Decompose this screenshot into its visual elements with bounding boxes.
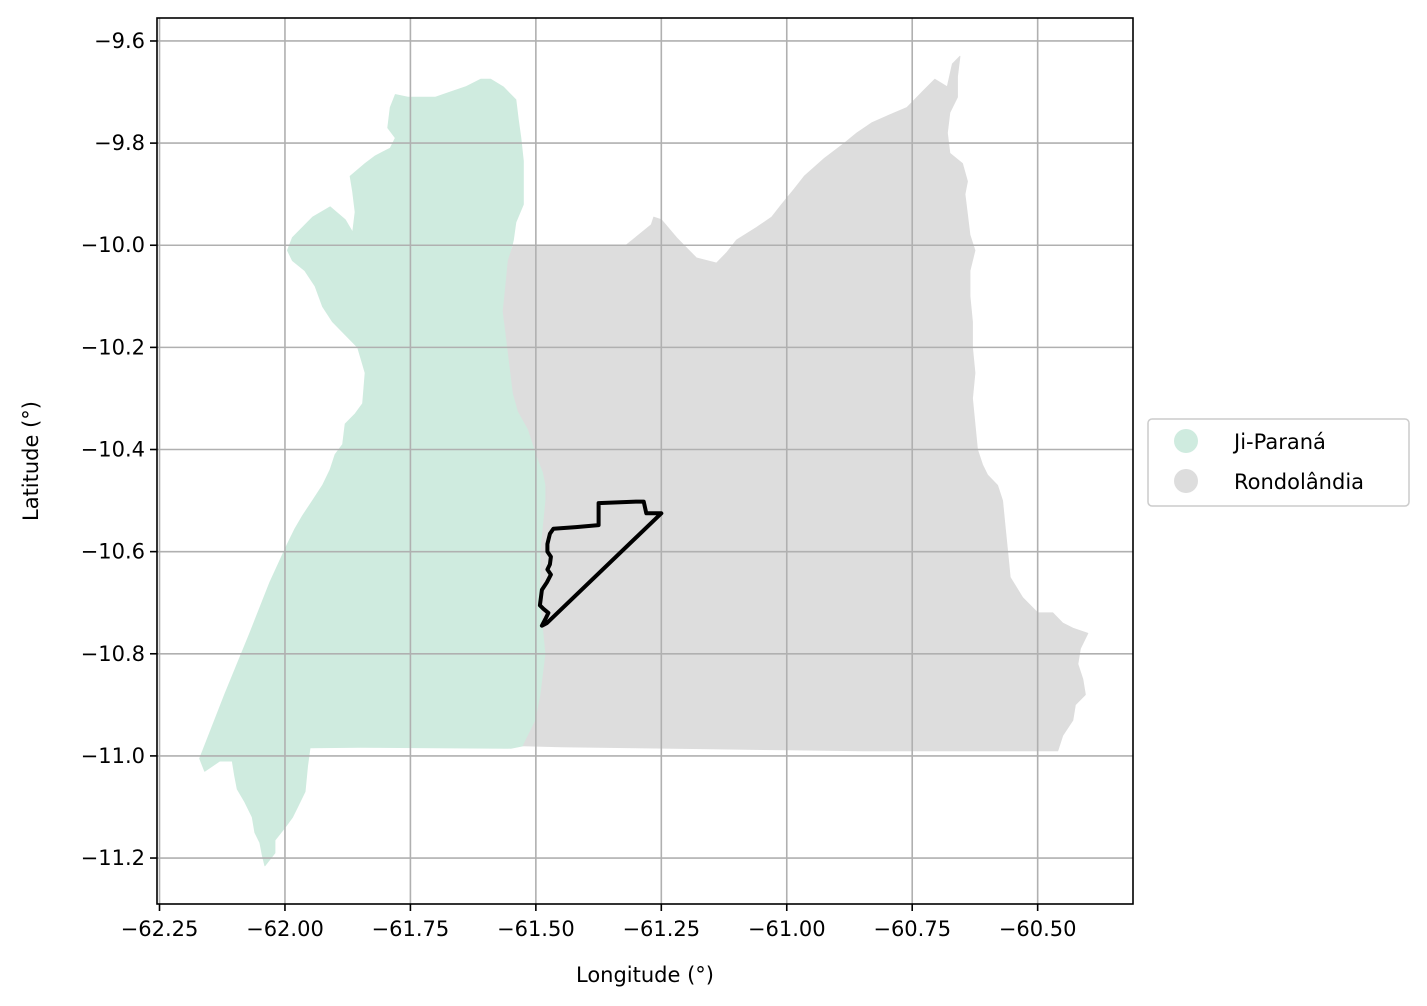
y-tick-label: −10.8 — [81, 642, 145, 666]
regions-layer — [199, 55, 1089, 867]
x-tick-label: −62.25 — [121, 917, 199, 941]
y-axis-title: Latitude (°) — [19, 401, 43, 521]
legend-box — [1147, 418, 1410, 507]
y-axis-ticks: −9.6 −9.8 −10.0 −10.2 −10.4 −10.6 −10.8 −11.0 −1… — [81, 29, 157, 870]
legend-marker-rondolandia — [1174, 469, 1198, 493]
x-axis-ticks: −62.25 −62.00 −61.75 −61.50 −61.25 −61.00 −60.… — [121, 904, 1077, 941]
x-tick-label: −61.50 — [497, 917, 575, 941]
region-rondolandia — [502, 55, 1089, 752]
region-ji-parana — [199, 78, 547, 867]
legend-label-rondolandia: Rondolândia — [1234, 470, 1364, 494]
x-tick-label: −61.75 — [372, 917, 450, 941]
y-tick-label: −10.0 — [81, 233, 145, 257]
y-tick-label: −9.8 — [94, 131, 145, 155]
plot-frame — [156, 17, 1134, 905]
x-tick-label: −61.25 — [622, 917, 700, 941]
x-tick-label: −60.50 — [999, 917, 1077, 941]
x-tick-label: −62.00 — [246, 917, 324, 941]
legend: Ji-Paraná Rondolândia — [1147, 418, 1410, 507]
x-tick-label: −61.00 — [748, 917, 826, 941]
highlight-outline — [537, 499, 664, 628]
y-tick-label: −10.2 — [81, 335, 145, 359]
legend-marker-ji-parana — [1174, 429, 1198, 453]
y-tick-label: −11.2 — [81, 846, 145, 870]
y-tick-label: −11.0 — [81, 744, 145, 768]
x-tick-label: −60.75 — [873, 917, 951, 941]
y-tick-label: −10.4 — [81, 438, 145, 462]
x-axis-title: Longitude (°) — [576, 963, 714, 987]
y-tick-label: −9.6 — [94, 29, 145, 53]
legend-label-ji-parana: Ji-Paraná — [1232, 430, 1326, 454]
outline-polygon — [537, 499, 664, 628]
gridlines — [157, 18, 1133, 904]
y-tick-label: −10.6 — [81, 540, 145, 564]
